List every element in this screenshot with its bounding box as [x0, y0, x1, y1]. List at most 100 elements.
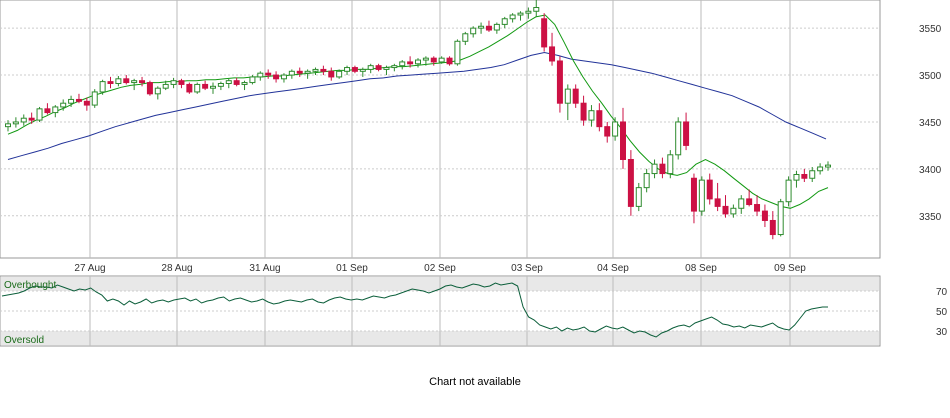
ma-long-line	[7, 51, 827, 160]
candle-body	[257, 72, 264, 78]
candle-body	[399, 61, 406, 67]
candle-body	[52, 106, 59, 114]
y-tick-label: 3450	[919, 118, 942, 129]
candle-body	[478, 25, 485, 29]
candle-body	[825, 164, 831, 168]
x-tick-label: 09 Sep	[774, 263, 806, 274]
candle-body	[588, 110, 595, 121]
candle-body	[383, 67, 390, 70]
candle-body	[643, 173, 650, 189]
candle-body	[572, 88, 579, 104]
candle-body	[525, 10, 532, 14]
candle-body	[690, 177, 697, 212]
candle-body	[667, 154, 674, 175]
candle-body	[683, 121, 690, 146]
candle-body	[407, 61, 414, 65]
oversold-label: Oversold	[4, 335, 44, 346]
candle-body	[304, 70, 311, 74]
candle-body	[36, 108, 43, 121]
candle-body	[154, 87, 161, 95]
x-tick-label: 02 Sep	[424, 263, 456, 274]
candle-body	[170, 80, 177, 85]
candle-body	[194, 83, 201, 93]
ma-long-path	[7, 51, 827, 160]
candle-body	[509, 14, 516, 20]
candle-body	[415, 59, 421, 65]
osc-y-ticks: 30 50 70	[936, 287, 948, 338]
osc-y-tick-label: 50	[936, 307, 948, 318]
candle-body	[344, 67, 351, 72]
candle-body	[312, 68, 319, 72]
candle-body	[485, 25, 492, 31]
candle-body	[754, 204, 761, 212]
candle-body	[698, 179, 705, 212]
overbought-label: Overbought	[4, 280, 56, 291]
candle-body	[336, 70, 343, 78]
candle-body	[68, 98, 75, 104]
candle-body	[280, 74, 287, 80]
candle-body	[91, 91, 98, 106]
x-tick-label: 31 Aug	[249, 263, 280, 274]
x-tick-label: 04 Sep	[597, 263, 629, 274]
candles	[5, 0, 831, 240]
candle-body	[5, 123, 11, 128]
candle-body	[320, 68, 327, 72]
date-x-ticks: 27 Aug 28 Aug 31 Aug 01 Sep 02 Sep 03 Sep 04 S…	[74, 263, 806, 274]
candle-body	[738, 198, 745, 209]
candle-body	[123, 78, 130, 84]
candle-body	[564, 88, 571, 104]
candle-body	[186, 83, 193, 93]
candle-body	[265, 72, 272, 76]
candle-body	[462, 33, 469, 42]
y-tick-label: 3350	[919, 212, 942, 223]
candle-body	[99, 81, 106, 93]
candle-body	[635, 187, 642, 207]
candle-body	[651, 163, 658, 175]
osc-y-tick-label: 70	[936, 287, 948, 298]
candle-body	[714, 198, 721, 207]
candle-body	[596, 110, 603, 128]
candle-body	[446, 57, 453, 65]
candle-body	[470, 27, 477, 35]
candle-body	[675, 121, 682, 156]
candle-body	[83, 100, 90, 106]
oscillator-path	[1, 282, 828, 338]
y-tick-label: 3500	[919, 71, 942, 82]
candle-body	[438, 57, 445, 63]
candle-body	[533, 7, 540, 12]
y-tick-label: 3550	[919, 24, 942, 35]
chart-unavailable-message: Chart not available	[429, 376, 521, 388]
candle-body	[730, 207, 737, 215]
x-tick-label: 28 Aug	[161, 263, 192, 274]
candle-body	[627, 158, 634, 207]
candle-body	[659, 163, 666, 175]
candle-body	[210, 85, 216, 89]
candle-body	[28, 117, 35, 121]
candle-body	[604, 126, 611, 137]
candle-body	[107, 81, 114, 84]
candle-body	[288, 70, 295, 76]
candle-body	[359, 68, 366, 72]
candle-body	[620, 121, 626, 160]
candle-body	[793, 174, 800, 181]
candle-body	[801, 174, 808, 179]
candle-body	[785, 179, 792, 203]
candle-body	[809, 170, 816, 179]
candle-body	[549, 46, 556, 62]
candle-body	[422, 57, 429, 61]
candle-body	[367, 65, 374, 70]
candle-body	[769, 219, 776, 236]
candle-body	[131, 80, 138, 84]
candle-body	[44, 108, 51, 114]
candle-body	[761, 210, 768, 221]
candle-body	[580, 102, 587, 121]
candle-body	[178, 80, 185, 85]
candle-body	[777, 201, 784, 236]
x-tick-label: 03 Sep	[511, 263, 543, 274]
candle-body	[501, 18, 508, 25]
osc-grid	[0, 276, 880, 346]
candle-body	[233, 80, 240, 85]
candle-body	[493, 23, 500, 31]
candle-body	[75, 98, 82, 102]
candle-body	[351, 67, 358, 72]
